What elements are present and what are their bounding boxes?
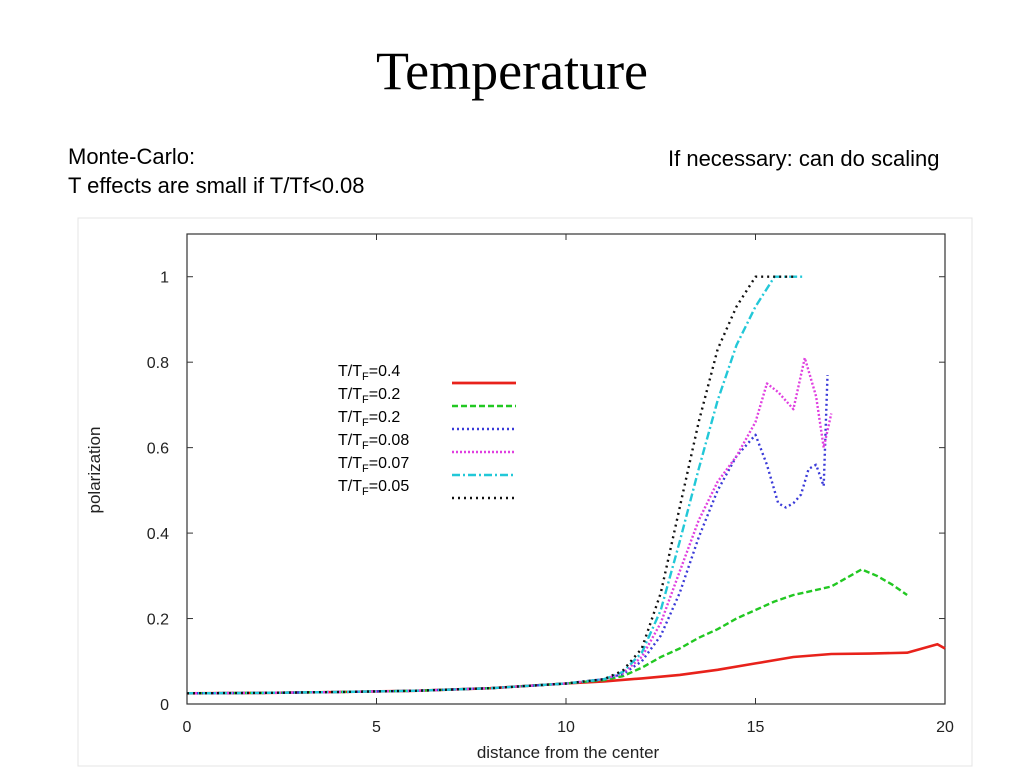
x-tick-label: 20 bbox=[936, 719, 954, 736]
x-tick-label: 5 bbox=[372, 719, 381, 736]
x-tick-label: 0 bbox=[183, 719, 192, 736]
series-line-5 bbox=[186, 275, 805, 695]
y-tick-label: 0.6 bbox=[147, 441, 169, 458]
legend-label-4: T/TF=0.08 bbox=[338, 432, 409, 452]
legend-label-2: T/TF=0.2 bbox=[338, 386, 400, 406]
legend-label-1: T/TF=0.4 bbox=[338, 363, 400, 383]
x-axis-label: distance from the center bbox=[477, 743, 660, 762]
y-tick-label: 0.2 bbox=[147, 612, 169, 629]
legend: T/TF=0.4 T/TF=0.2 T/TF=0.2 T/TF=0.08 T/TF=0.… bbox=[328, 355, 516, 505]
note-left-line-2: T effects are small if T/Tf<0.08 bbox=[68, 173, 365, 198]
y-tick-label: 0.8 bbox=[147, 355, 169, 372]
y-tick-label: 0.4 bbox=[147, 526, 169, 543]
series-line-6 bbox=[186, 275, 794, 695]
x-tick-label: 15 bbox=[747, 719, 765, 736]
legend-box bbox=[328, 355, 436, 505]
legend-label-3: T/TF=0.2 bbox=[338, 409, 400, 429]
slide-title: Temperature bbox=[375, 41, 649, 101]
note-left-line-1: Monte-Carlo: bbox=[68, 144, 196, 169]
scaling-note: If necessary: can do scaling bbox=[668, 146, 939, 172]
monte-carlo-note: Monte-Carlo: T effects are small if T/Tf… bbox=[68, 142, 365, 200]
chart-panel-background bbox=[77, 217, 973, 767]
y-axis-label: polarization bbox=[85, 427, 104, 514]
legend-label-5: T/TF=0.07 bbox=[338, 455, 409, 475]
note-right-text: If necessary: can do scaling bbox=[668, 146, 940, 171]
x-tick-label: 10 bbox=[557, 719, 575, 736]
y-tick-label: 0 bbox=[160, 697, 169, 714]
legend-label-6: T/TF=0.05 bbox=[338, 478, 409, 498]
y-tick-label: 1 bbox=[160, 270, 169, 287]
